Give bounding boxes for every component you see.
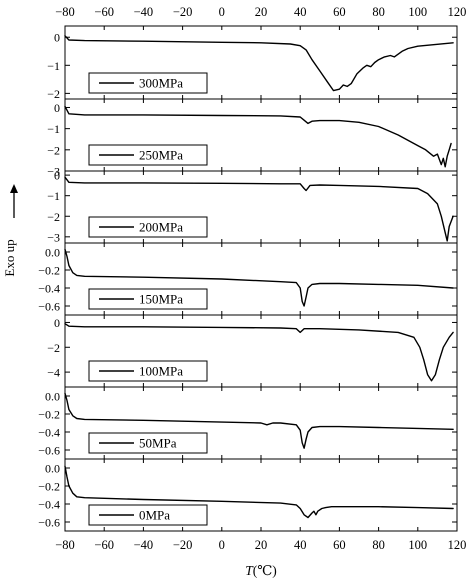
y-tick-label: 0 bbox=[54, 316, 60, 330]
x-tick-label: −40 bbox=[134, 538, 154, 552]
panel-100MPa: 0 −2 −4 100MPa bbox=[47, 314, 458, 388]
top-x-tick-label: −40 bbox=[134, 5, 154, 19]
y-tick-label: −1 bbox=[47, 189, 60, 203]
y-tick-label: −2 bbox=[47, 341, 60, 355]
series-line-250MPa bbox=[64, 105, 452, 168]
top-x-tick-label: 120 bbox=[448, 5, 467, 19]
top-x-tick-label: 60 bbox=[333, 5, 346, 19]
top-x-tick-label: 40 bbox=[294, 5, 307, 19]
top-x-tick-label: 80 bbox=[372, 5, 385, 19]
top-x-tick-label: 100 bbox=[408, 5, 427, 19]
x-tick-label: −80 bbox=[55, 538, 75, 552]
legend-box bbox=[88, 504, 208, 526]
y-tick-label: −0.4 bbox=[38, 498, 60, 512]
x-tick-label: 20 bbox=[255, 538, 268, 552]
y-tick-label: 0.0 bbox=[45, 246, 60, 260]
legend-100MPa: 100MPa bbox=[88, 360, 208, 382]
legend-label: 100MPa bbox=[139, 364, 183, 379]
y-tick-label: −4 bbox=[47, 366, 60, 380]
y-tick-label: 0 bbox=[54, 169, 60, 183]
x-tick-label: 120 bbox=[448, 538, 467, 552]
panel-250MPa: 0 −1 −2 −3 250MPa bbox=[47, 98, 458, 179]
legend-0MPa: 0MPa bbox=[88, 504, 208, 526]
y-tick-label: 0.0 bbox=[45, 390, 60, 404]
y-tick-label: 0 bbox=[54, 31, 60, 45]
y-tick-label: −2 bbox=[47, 210, 60, 224]
legend-box bbox=[88, 360, 208, 382]
x-tick-label: 0 bbox=[219, 538, 225, 552]
legend-box bbox=[88, 144, 208, 166]
panels: 0 −1 −2 300MPa 0 −1 −2 −3 250MPa 0 −1 −2 −3 200MPa 0.0… bbox=[38, 25, 458, 532]
y-axis-arrow bbox=[10, 184, 18, 218]
y-tick-label: −0.2 bbox=[38, 408, 60, 422]
top-x-tick-label: −80 bbox=[55, 5, 75, 19]
panel-50MPa: 0.0 −0.2 −0.4 −0.6 50MPa bbox=[38, 386, 458, 460]
panel-150MPa: 0.0 −0.2 −0.4 −0.6 150MPa bbox=[38, 242, 458, 316]
top-x-tick-label: −60 bbox=[94, 5, 114, 19]
legend-label: 300MPa bbox=[139, 76, 183, 91]
top-x-tick-label: −20 bbox=[173, 5, 193, 19]
y-tick-label: −3 bbox=[47, 230, 60, 244]
series-line-300MPa bbox=[64, 35, 454, 92]
y-tick-label: −0.6 bbox=[38, 300, 60, 314]
legend-label: 250MPa bbox=[139, 148, 183, 163]
x-tick-label: 100 bbox=[408, 538, 427, 552]
legend-box bbox=[88, 432, 208, 454]
series-line-200MPa bbox=[64, 176, 454, 242]
legend-200MPa: 200MPa bbox=[88, 216, 208, 238]
legend-label: 50MPa bbox=[139, 436, 177, 451]
series-line-150MPa bbox=[64, 248, 454, 307]
series-line-50MPa bbox=[64, 392, 454, 449]
y-tick-label: −0.6 bbox=[38, 444, 60, 458]
legend-label: 150MPa bbox=[139, 292, 183, 307]
legend-box bbox=[88, 288, 208, 310]
panel-0MPa: 0.0 −0.2 −0.4 −0.6 0MPa bbox=[38, 458, 458, 532]
x-tick-label: −60 bbox=[94, 538, 114, 552]
y-tick-label: −2 bbox=[47, 87, 60, 101]
legend-150MPa: 150MPa bbox=[88, 288, 208, 310]
legend-300MPa: 300MPa bbox=[88, 72, 208, 94]
panel-200MPa: 0 −1 −2 −3 200MPa bbox=[47, 169, 458, 244]
y-tick-label: −2 bbox=[47, 143, 60, 157]
y-tick-label: −0.4 bbox=[38, 282, 60, 296]
legend-250MPa: 250MPa bbox=[88, 144, 208, 166]
legend-label: 200MPa bbox=[139, 220, 183, 235]
x-tick-label: 40 bbox=[294, 538, 307, 552]
y-tick-label: −0.4 bbox=[38, 426, 60, 440]
series-line-0MPa bbox=[64, 465, 454, 519]
y-tick-label: −0.2 bbox=[38, 264, 60, 278]
legend-label: 0MPa bbox=[139, 508, 170, 523]
x-axis-title: T(℃) bbox=[245, 563, 277, 578]
y-tick-label: 0 bbox=[54, 101, 60, 115]
top-x-tick-label: 20 bbox=[255, 5, 268, 19]
y-tick-label: −3 bbox=[47, 165, 60, 179]
x-tick-label: 60 bbox=[333, 538, 346, 552]
top-axis: −80 −60 −40 −20 0 20 40 60 80 100 120 bbox=[55, 5, 466, 19]
legend-box bbox=[88, 72, 208, 94]
bottom-axis: −80 −60 −40 −20 0 20 40 60 80 100 120 bbox=[55, 538, 466, 552]
y-axis-label: Exo up bbox=[2, 239, 17, 276]
y-tick-label: 0.0 bbox=[45, 462, 60, 476]
y-tick-label: −1 bbox=[47, 122, 60, 136]
x-tick-label: −20 bbox=[173, 538, 193, 552]
legend-50MPa: 50MPa bbox=[88, 432, 208, 454]
x-tick-label: 80 bbox=[372, 538, 385, 552]
y-tick-label: −1 bbox=[47, 59, 60, 73]
panel-300MPa: 0 −1 −2 300MPa bbox=[47, 25, 458, 101]
y-tick-label: −0.2 bbox=[38, 480, 60, 494]
series-line-100MPa bbox=[64, 323, 454, 382]
top-x-tick-label: 0 bbox=[219, 5, 225, 19]
y-tick-label: −0.6 bbox=[38, 516, 60, 530]
legend-box bbox=[88, 216, 208, 238]
